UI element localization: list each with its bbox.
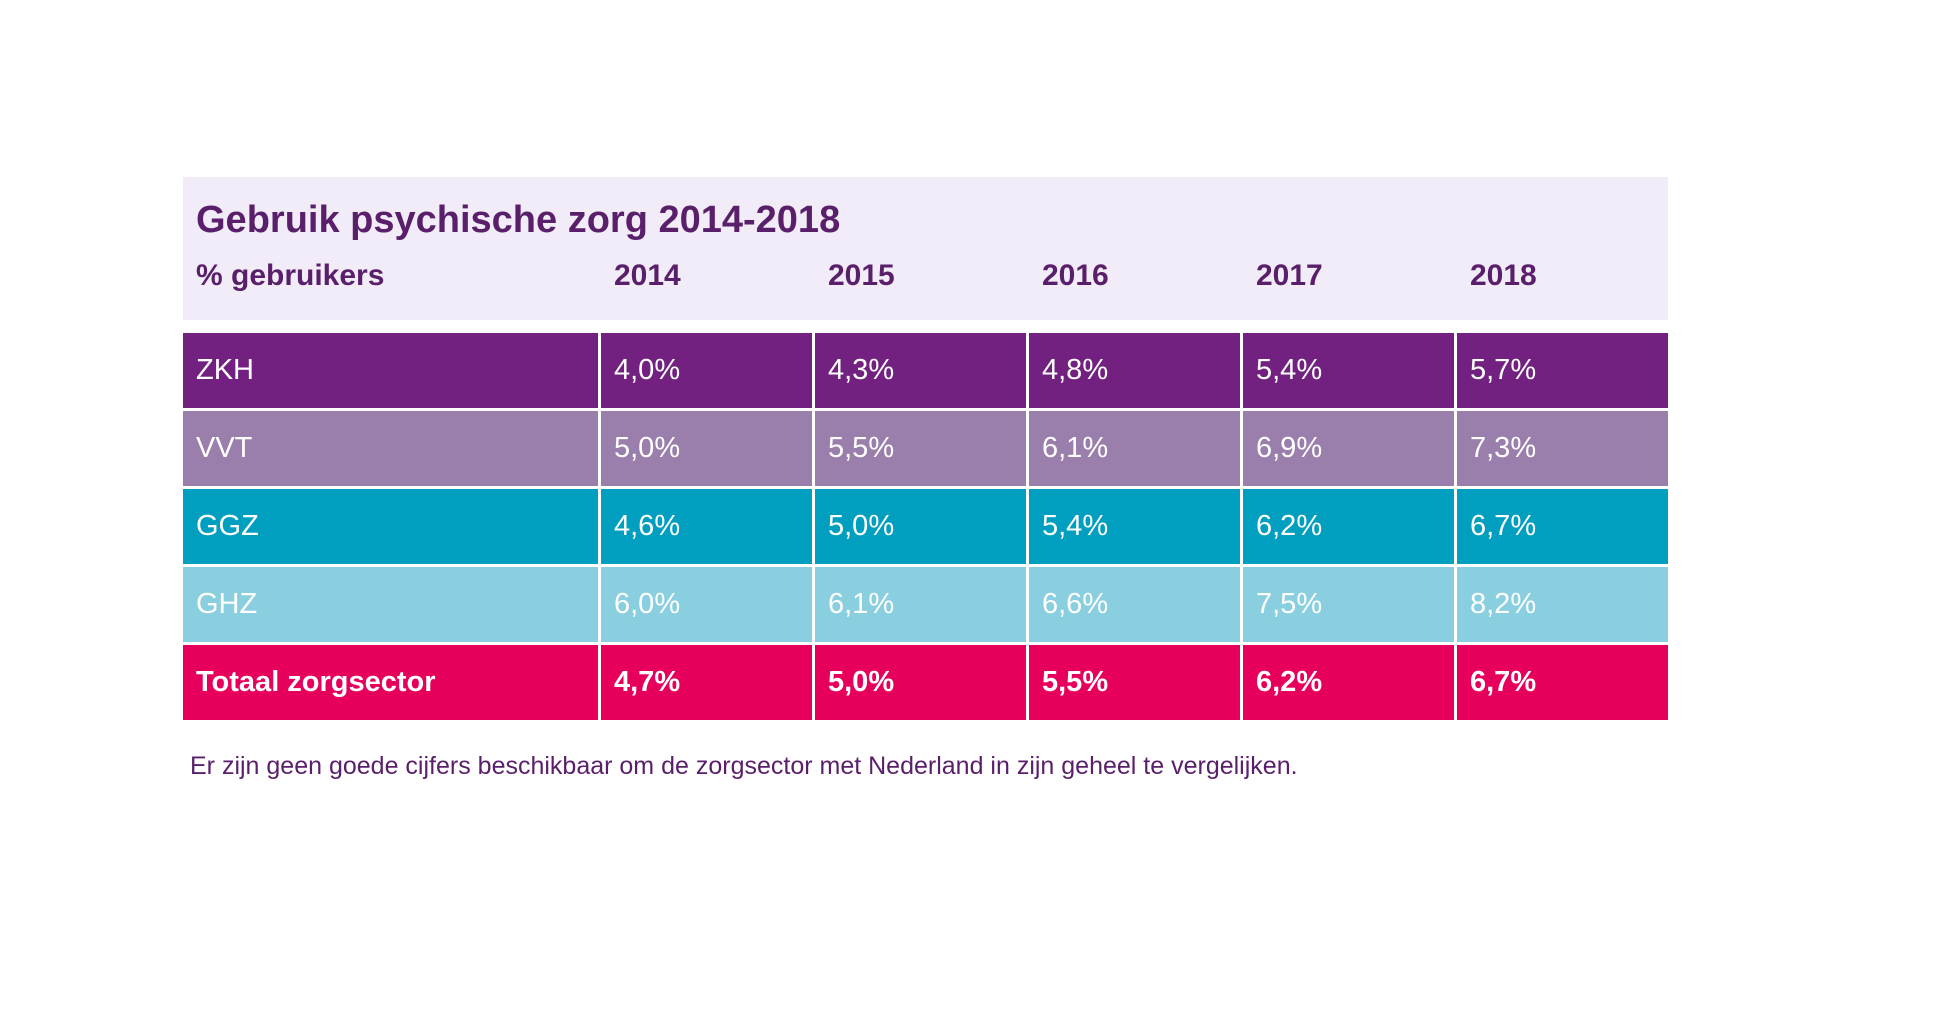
table-row: Totaal zorgsector 4,7% 5,0% 5,5% 6,2% 6,7% [183,645,1668,720]
row-label: VVT [183,411,598,486]
column-header-2014: 2014 [614,259,681,292]
column-header-2017: 2017 [1256,259,1323,292]
table-cell: 6,1% [1029,411,1240,486]
table-cell: 6,9% [1243,411,1454,486]
footnote: Er zijn geen goede cijfers beschikbaar o… [190,752,1298,780]
row-label: GGZ [183,489,598,564]
table-cell: 5,0% [815,489,1026,564]
table-cell: 4,3% [815,333,1026,408]
table-row: ZKH 4,0% 4,3% 4,8% 5,4% 5,7% [183,333,1668,408]
table-cell: 4,0% [601,333,812,408]
table-cell: 5,0% [601,411,812,486]
table-cell: 8,2% [1457,567,1668,642]
row-label: ZKH [183,333,598,408]
row-label: GHZ [183,567,598,642]
table-cell: 5,0% [815,645,1026,720]
column-header-row: % gebruikers 2014 2015 2016 2017 2018 [183,259,1668,299]
table-cell: 6,2% [1243,645,1454,720]
table-cell: 7,3% [1457,411,1668,486]
table-cell: 5,5% [1029,645,1240,720]
table-cell: 5,5% [815,411,1026,486]
row-header-label: % gebruikers [196,259,385,292]
data-table: Gebruik psychische zorg 2014-2018 % gebr… [183,177,1668,723]
table-row: GHZ 6,0% 6,1% 6,6% 7,5% 8,2% [183,567,1668,642]
table-cell: 6,2% [1243,489,1454,564]
row-label: Totaal zorgsector [183,645,598,720]
table-cell: 7,5% [1243,567,1454,642]
table-cell: 6,6% [1029,567,1240,642]
table-cell: 5,4% [1029,489,1240,564]
table-cell: 6,7% [1457,645,1668,720]
table-cell: 4,7% [601,645,812,720]
table-cell: 5,4% [1243,333,1454,408]
table-cell: 4,8% [1029,333,1240,408]
table-row: GGZ 4,6% 5,0% 5,4% 6,2% 6,7% [183,489,1668,564]
table-cell: 6,0% [601,567,812,642]
table-header: Gebruik psychische zorg 2014-2018 % gebr… [183,177,1668,320]
table-cell: 6,1% [815,567,1026,642]
table-cell: 6,7% [1457,489,1668,564]
column-header-2018: 2018 [1470,259,1537,292]
table-body: ZKH 4,0% 4,3% 4,8% 5,4% 5,7% VVT 5,0% 5,5% 6,1% 6,… [183,333,1668,720]
column-header-2015: 2015 [828,259,895,292]
table-title: Gebruik psychische zorg 2014-2018 [196,199,841,241]
table-cell: 5,7% [1457,333,1668,408]
column-header-2016: 2016 [1042,259,1109,292]
table-cell: 4,6% [601,489,812,564]
table-row: VVT 5,0% 5,5% 6,1% 6,9% 7,3% [183,411,1668,486]
